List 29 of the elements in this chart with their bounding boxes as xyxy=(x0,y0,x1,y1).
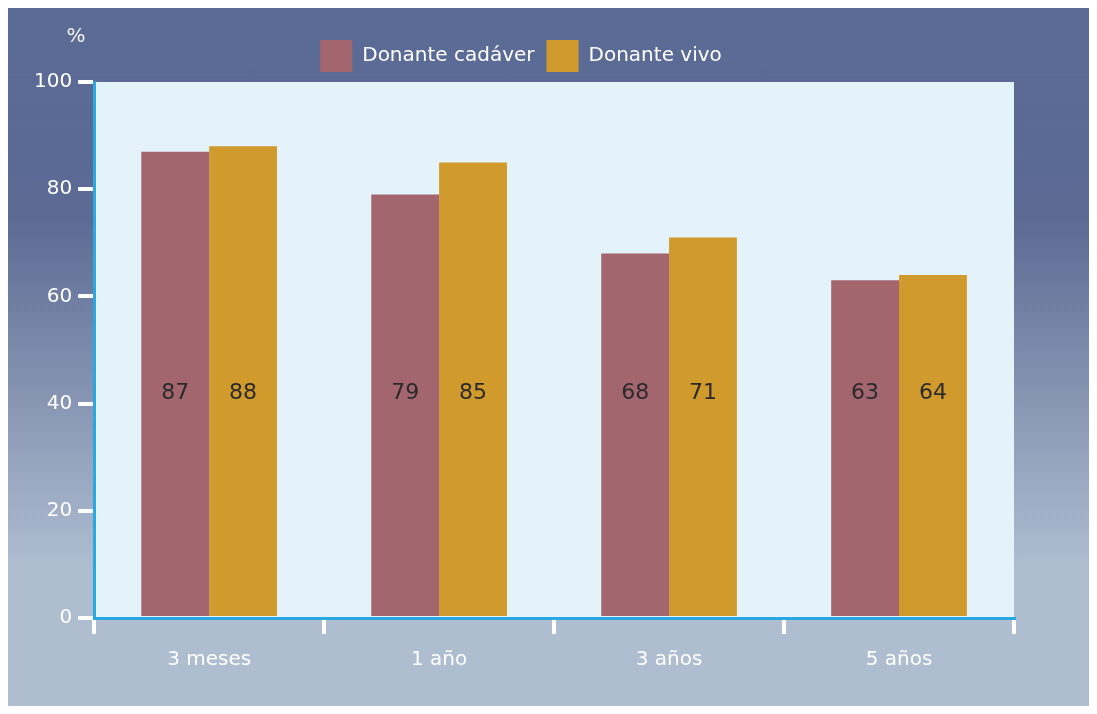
y-tick-label: 60 xyxy=(46,282,73,307)
bar xyxy=(669,237,737,616)
data-label: 79 xyxy=(391,378,420,404)
y-tick-label: 100 xyxy=(33,68,73,93)
data-label: 71 xyxy=(688,378,717,404)
data-label: 64 xyxy=(918,378,947,404)
bar xyxy=(601,253,670,616)
y-tick-label: 20 xyxy=(46,497,73,521)
data-label: 68 xyxy=(621,378,650,404)
legend-label: Donante cadáver xyxy=(362,42,536,67)
y-tick-label: 0 xyxy=(59,604,73,629)
x-tick-label: 3 meses xyxy=(167,646,252,671)
data-label: 87 xyxy=(161,378,190,404)
bar xyxy=(899,274,967,616)
x-tick-label: 1 año xyxy=(410,646,468,671)
x-tick-label: 5 años xyxy=(865,646,933,671)
data-label: 85 xyxy=(459,378,488,404)
bar xyxy=(371,194,440,616)
y-tick-label: 80 xyxy=(46,175,73,200)
bar xyxy=(831,280,900,616)
bar xyxy=(141,151,210,616)
bar xyxy=(209,146,277,616)
data-label: 63 xyxy=(851,378,880,404)
y-axis-title: % xyxy=(66,23,86,48)
y-tick-label: 40 xyxy=(46,389,73,414)
x-tick-label: 3 años xyxy=(635,646,703,671)
bar xyxy=(439,162,507,616)
data-label: 88 xyxy=(229,378,258,404)
legend-label: Donante vivo xyxy=(588,42,722,67)
